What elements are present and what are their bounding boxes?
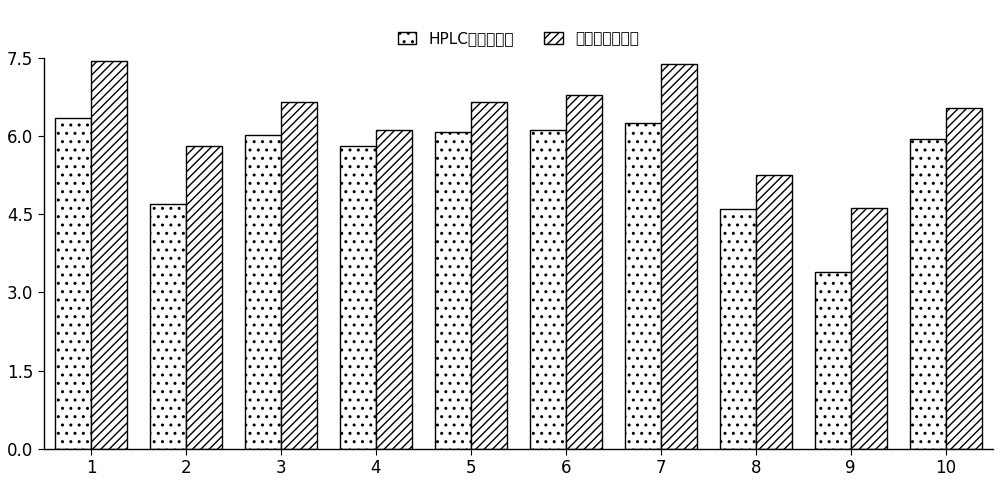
Bar [55, 118, 91, 449]
Bar [91, 60, 127, 449]
Bar [815, 272, 851, 449]
Bar [150, 204, 186, 449]
Bar [186, 146, 222, 449]
Bar [851, 208, 887, 449]
Bar [376, 130, 412, 449]
Bar [720, 209, 756, 449]
Bar [625, 123, 661, 449]
Bar [471, 102, 507, 449]
Bar [756, 175, 792, 449]
Bar [281, 102, 317, 449]
Bar [245, 135, 281, 449]
Legend: HPLC检测效价値, 生物效价检测値: HPLC检测效价値, 生物效价检测値 [393, 27, 644, 51]
Bar [566, 94, 602, 449]
Bar [435, 132, 471, 449]
Bar [661, 64, 697, 449]
Bar [530, 130, 566, 449]
Bar [910, 139, 946, 449]
Bar [946, 107, 982, 449]
Bar [340, 146, 376, 449]
